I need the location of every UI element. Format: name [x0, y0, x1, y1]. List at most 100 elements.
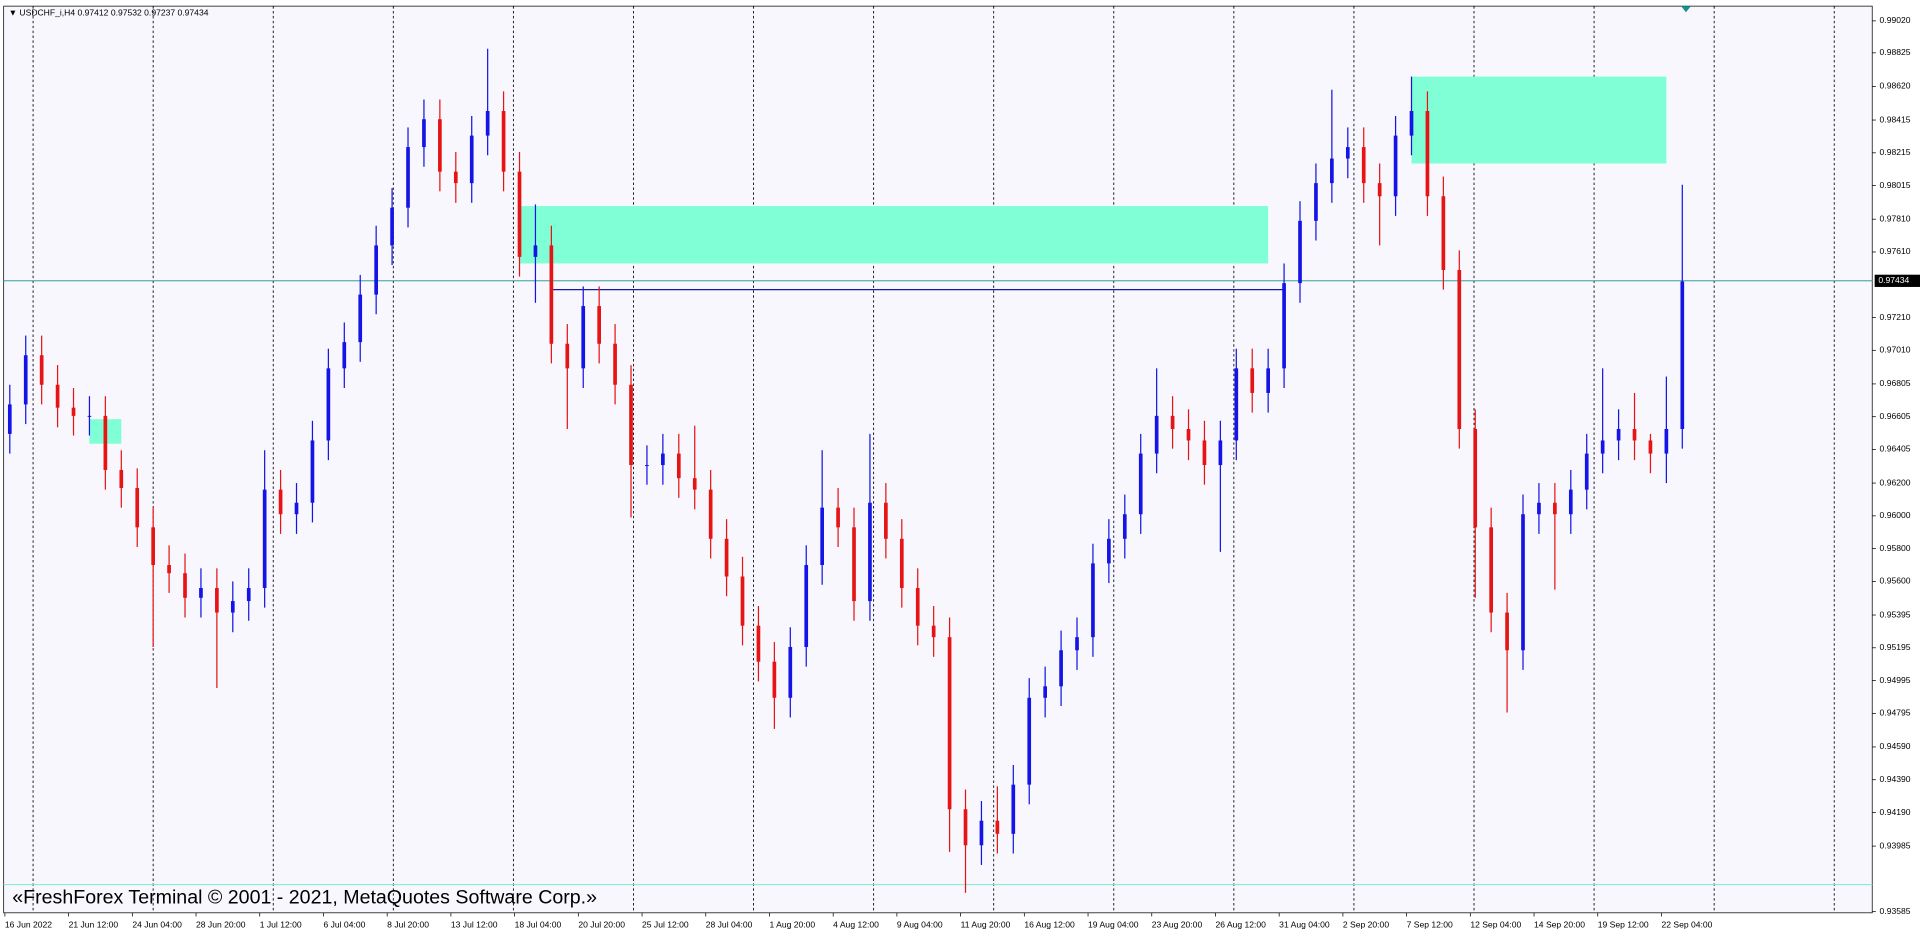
candle-body — [485, 111, 490, 136]
candle-body — [358, 294, 363, 343]
candle-body — [1282, 283, 1286, 369]
x-tick-label: 24 Jun 04:00 — [132, 919, 182, 929]
candle-body — [438, 119, 442, 172]
candle-body — [1393, 135, 1398, 197]
candle-body — [788, 646, 793, 698]
candle-body — [151, 527, 155, 566]
candle-body — [310, 440, 315, 503]
candle-body — [1361, 147, 1366, 184]
header-price: 0.97237 — [144, 8, 175, 18]
candle-body — [1441, 196, 1446, 271]
candle-body — [1489, 527, 1493, 613]
candle-body — [23, 355, 28, 405]
candle-body — [167, 565, 171, 574]
x-tick-label: 26 Aug 12:00 — [1215, 919, 1266, 929]
x-tick-label: 7 Sep 12:00 — [1407, 919, 1453, 929]
candle-body — [724, 538, 729, 577]
candle-body — [995, 820, 1000, 834]
y-tick-label: 0.96000 — [1880, 510, 1911, 520]
y-tick-label: 0.97210 — [1880, 312, 1911, 322]
candle-body — [183, 573, 187, 598]
candle-body — [87, 415, 92, 417]
candle-body — [135, 487, 140, 528]
y-tick-label: 0.94590 — [1880, 741, 1911, 751]
candle-body — [740, 576, 745, 626]
candle-body — [1345, 147, 1350, 159]
candle-body — [1680, 281, 1685, 429]
y-tick-label: 0.98015 — [1880, 180, 1911, 190]
x-tick-label: 20 Jul 20:00 — [578, 919, 625, 929]
y-tick-label: 0.97010 — [1880, 345, 1911, 355]
candle-body — [469, 135, 474, 184]
candle-body — [1425, 111, 1430, 197]
candle-body — [1154, 415, 1159, 454]
axes: 0.99020 0.98825 0.98620 0.98415 0.98215 0.980… — [4, 15, 1920, 929]
x-tick-label: 18 Jul 04:00 — [515, 919, 562, 929]
candle-body — [549, 245, 554, 344]
candle-body — [979, 820, 984, 846]
y-tick-label: 0.95395 — [1880, 609, 1911, 619]
candle-body — [1648, 440, 1653, 454]
watermark: «FreshForex Terminal © 2001 - 2021, Meta… — [12, 886, 597, 908]
candle-body — [1377, 183, 1382, 197]
candle-body — [804, 565, 809, 647]
candle-body — [1234, 368, 1239, 441]
candle-body — [39, 355, 44, 385]
candle-body — [1616, 428, 1621, 441]
x-tick-label: 12 Sep 04:00 — [1470, 919, 1521, 929]
candle-body — [278, 489, 283, 515]
y-tick-label: 0.97810 — [1880, 213, 1911, 223]
y-tick-label: 0.99020 — [1880, 15, 1911, 25]
x-tick-label: 6 Jul 04:00 — [323, 919, 365, 929]
x-tick-label: 25 Jul 12:00 — [642, 919, 689, 929]
y-tick-label: 0.96405 — [1880, 444, 1911, 454]
candle-body — [1091, 563, 1095, 638]
x-tick-label: 4 Aug 12:00 — [833, 919, 879, 929]
candle-body — [501, 111, 506, 172]
y-tick-label: 0.98620 — [1880, 81, 1911, 91]
x-tick-label: 13 Jul 12:00 — [451, 919, 498, 929]
x-tick-label: 14 Sep 20:00 — [1534, 919, 1585, 929]
candle-body — [1027, 697, 1032, 785]
candle-body — [1409, 111, 1414, 136]
candle-body — [1250, 368, 1255, 393]
candle-body — [1568, 489, 1573, 515]
candle-body — [294, 502, 299, 515]
candle-body — [1632, 428, 1637, 441]
candle-body — [692, 478, 697, 490]
candle-body — [1473, 428, 1478, 528]
x-tick-label: 1 Jul 12:00 — [260, 919, 302, 929]
x-tick-label: 16 Aug 12:00 — [1024, 919, 1075, 929]
candle-body — [422, 119, 426, 148]
candle-body — [899, 538, 904, 588]
candle-body — [565, 343, 570, 369]
y-tick-label: 0.94390 — [1880, 774, 1911, 784]
candle-body — [517, 171, 522, 257]
candle-body — [374, 245, 378, 295]
candle-body — [1202, 440, 1207, 466]
candle-body — [884, 502, 888, 539]
y-tick-label: 0.97610 — [1880, 246, 1911, 256]
x-tick-label: 31 Aug 04:00 — [1279, 919, 1330, 929]
candle-body — [342, 342, 347, 369]
candle-body — [597, 306, 601, 344]
zone — [519, 206, 1269, 264]
candle-body — [915, 587, 920, 626]
y-tick-label: 0.95195 — [1880, 642, 1911, 652]
header-price: 0.97532 — [111, 8, 142, 18]
candle-body — [230, 601, 235, 613]
candle-body — [390, 207, 394, 246]
x-tick-label: 8 Jul 20:00 — [387, 919, 429, 929]
candle-body — [1330, 158, 1334, 184]
candle-body — [581, 306, 586, 369]
candle-body — [119, 469, 124, 488]
candle-body — [1298, 220, 1302, 284]
x-tick-label: 19 Sep 12:00 — [1598, 919, 1649, 929]
candle-body — [1521, 514, 1525, 651]
y-tick-label: 0.98415 — [1880, 114, 1911, 124]
y-tick-label: 0.94995 — [1880, 675, 1911, 685]
candle-body — [1075, 637, 1079, 651]
x-tick-label: 28 Jul 04:00 — [706, 919, 753, 929]
y-tick-label: 0.96200 — [1880, 477, 1911, 487]
x-tick-label: 19 Aug 04:00 — [1088, 919, 1139, 929]
